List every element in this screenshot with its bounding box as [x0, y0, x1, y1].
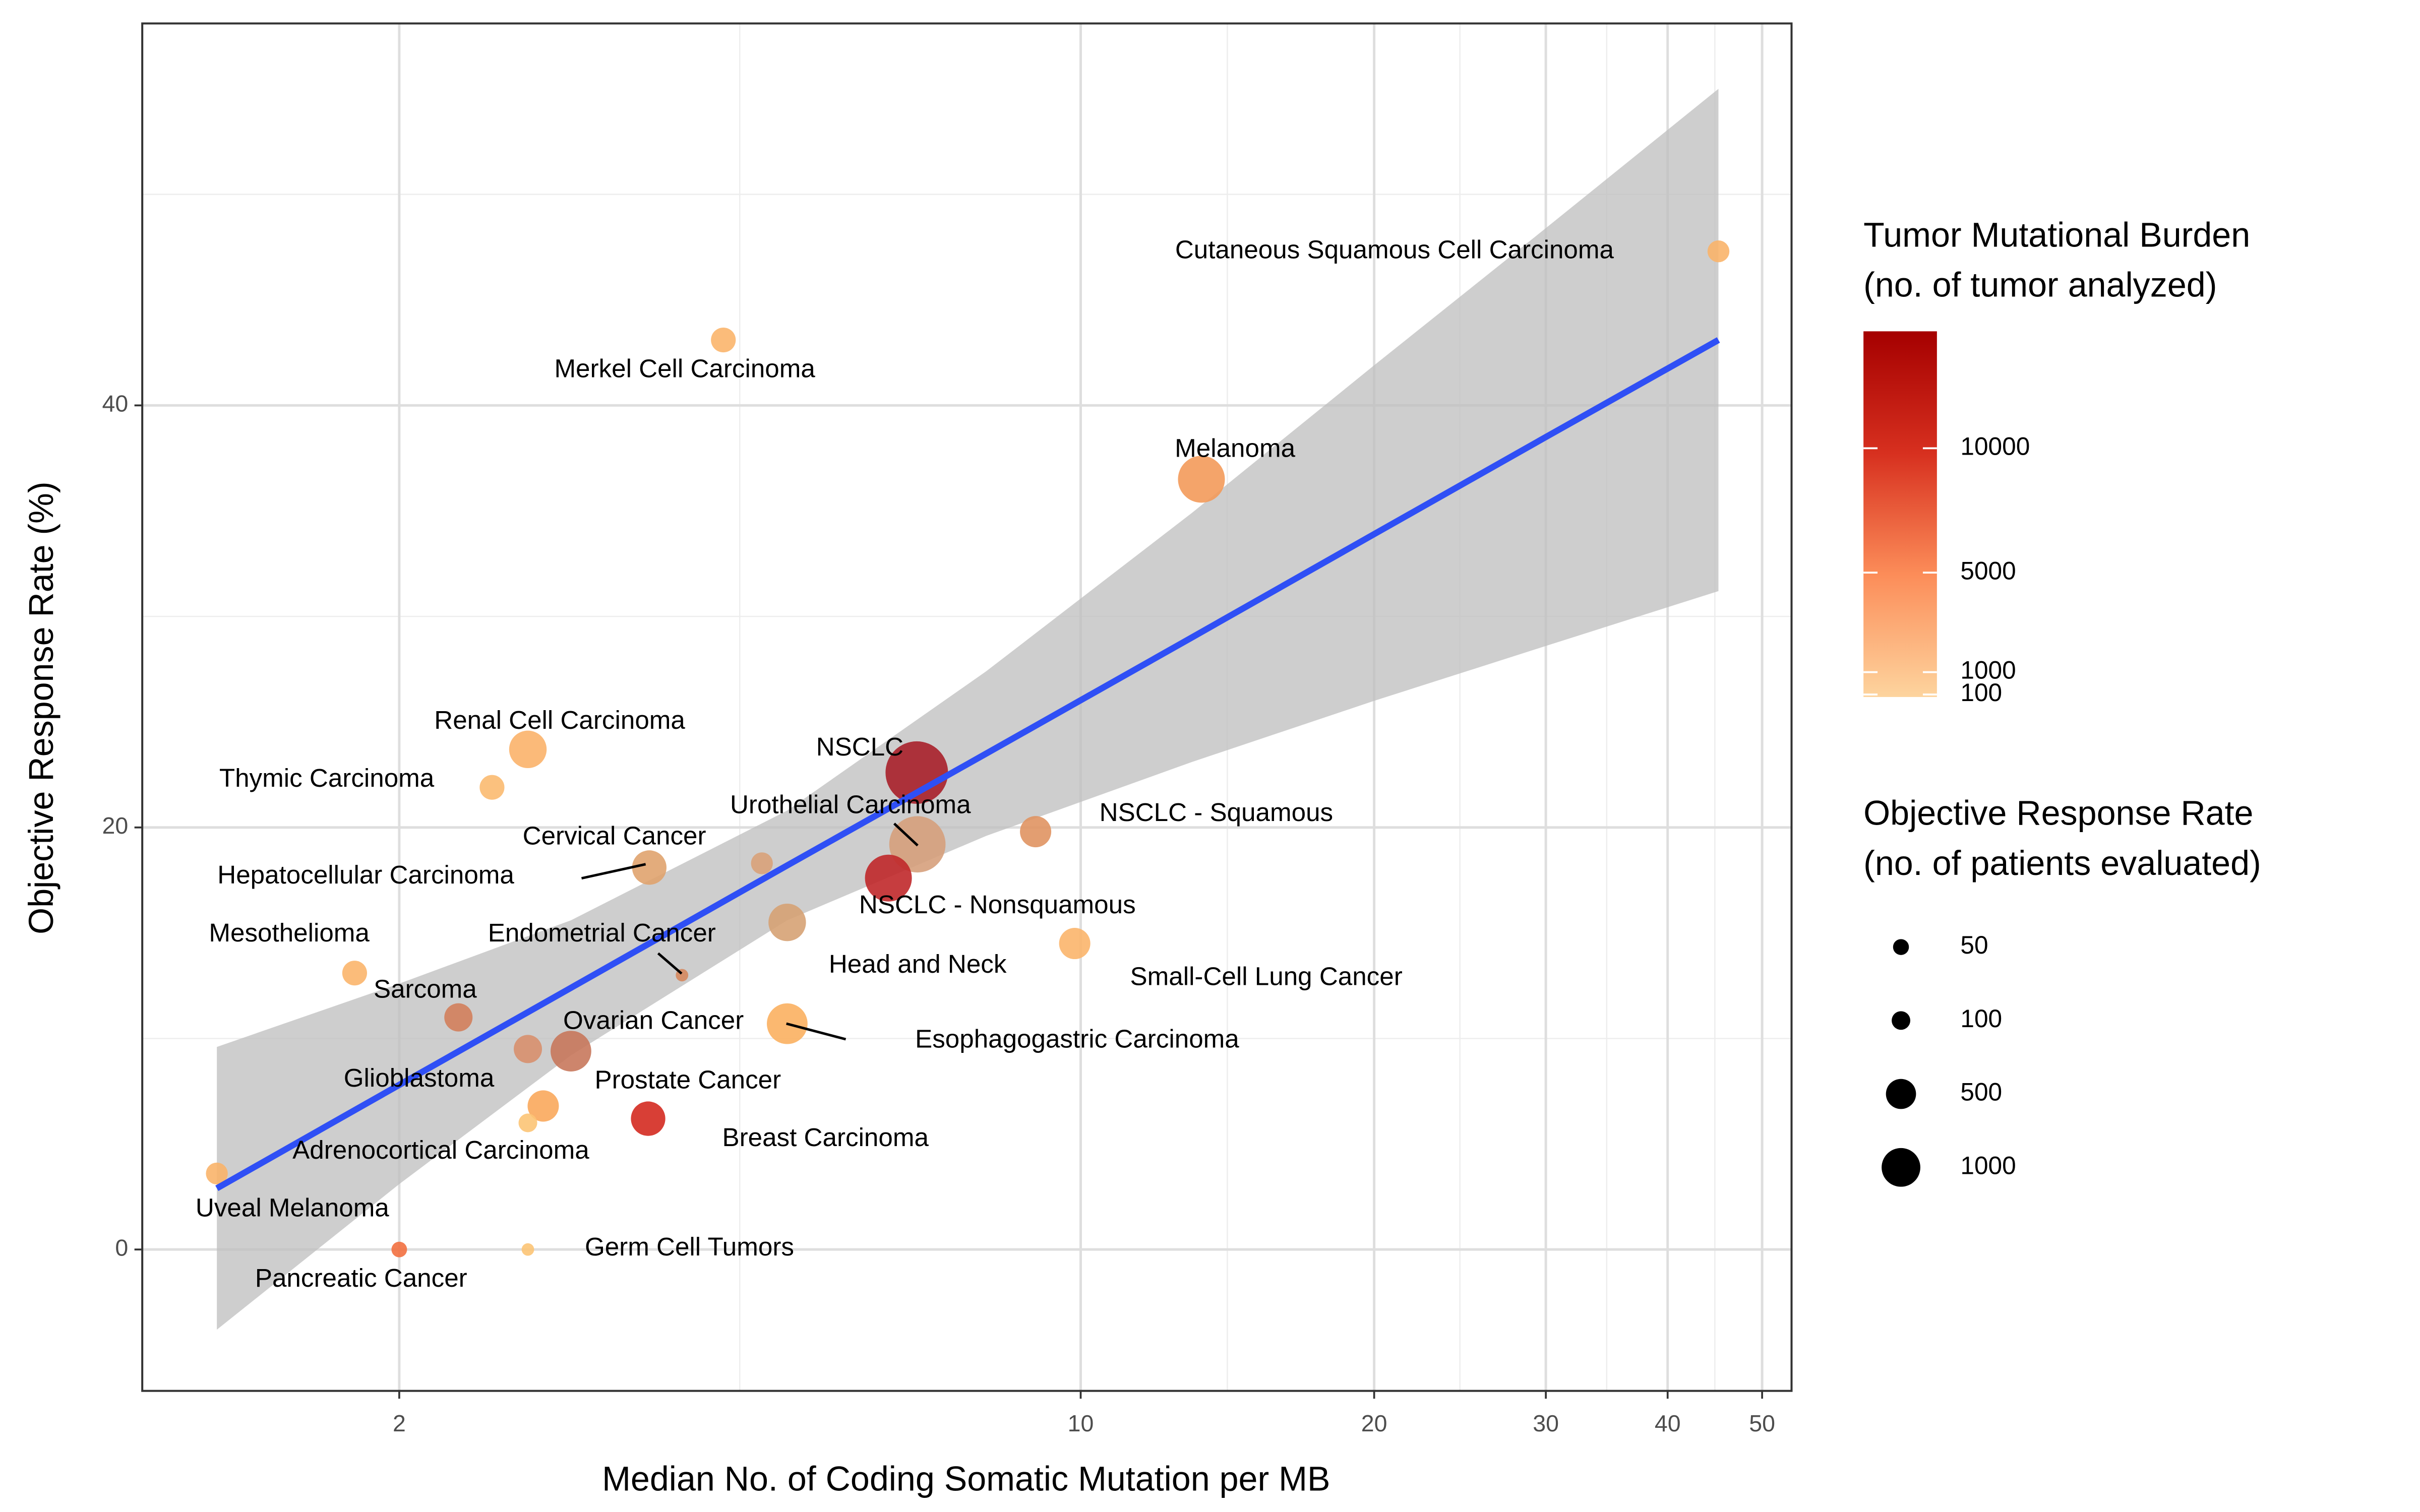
point-label: Endometrial Cancer [488, 918, 716, 947]
point-label: Small-Cell Lung Cancer [1130, 962, 1403, 991]
size-key [1892, 1011, 1910, 1030]
point-label: Cervical Cancer [523, 822, 706, 850]
size-key [1886, 1079, 1916, 1109]
point-label: Hepatocellular Carcinoma [217, 860, 514, 889]
legend-title: (no. of tumor analyzed) [1863, 266, 2217, 304]
size-key [1882, 1148, 1920, 1187]
x-axis-title: Median No. of Coding Somatic Mutation pe… [602, 1460, 1330, 1498]
data-point [711, 327, 736, 353]
data-point [631, 1101, 666, 1136]
color-bar [1863, 331, 1937, 697]
data-point [527, 1090, 559, 1122]
point-label: Melanoma [1175, 434, 1295, 463]
legend-title: Objective Response Rate [1863, 794, 2253, 833]
x-tick-label: 40 [1655, 1410, 1681, 1436]
data-point [342, 961, 368, 986]
plot-area [142, 23, 1792, 1391]
data-point [632, 850, 667, 885]
point-label: Cutaneous Squamous Cell Carcinoma [1175, 235, 1614, 264]
point-label: NSCLC - Squamous [1100, 798, 1333, 827]
point-label: Merkel Cell Carcinoma [554, 354, 815, 383]
point-label: Prostate Cancer [595, 1065, 781, 1094]
y-axis-title: Objective Response Rate (%) [22, 481, 60, 934]
point-label: NSCLC - Nonsquamous [859, 890, 1136, 919]
data-point [865, 854, 912, 902]
y-tick-label: 20 [102, 812, 129, 839]
data-point [1020, 816, 1052, 848]
data-point [1059, 928, 1091, 960]
point-label: Renal Cell Carcinoma [434, 706, 685, 734]
data-point [444, 1003, 473, 1032]
point-label: Ovarian Cancer [563, 1005, 744, 1034]
point-label: Glioblastoma [344, 1063, 495, 1092]
point-label: Adrenocortical Carcinoma [292, 1136, 589, 1164]
data-point [1707, 240, 1730, 263]
y-tick-label: 40 [102, 391, 129, 417]
x-tick-label: 20 [1361, 1410, 1387, 1436]
legend-title: Tumor Mutational Burden [1863, 216, 2250, 254]
point-label: Sarcoma [374, 974, 477, 1003]
plot-border [141, 22, 1793, 1392]
point-label: Urothelial Carcinoma [730, 790, 971, 819]
label-leader [893, 823, 919, 847]
x-tick-label: 50 [1749, 1410, 1775, 1436]
point-label: Head and Neck [829, 950, 1007, 978]
data-point [206, 1162, 228, 1185]
data-point [521, 1243, 534, 1256]
data-point [391, 1241, 407, 1257]
data-point [1178, 456, 1225, 503]
size-key [1893, 939, 1909, 955]
label-leader [581, 863, 646, 880]
label-leader [657, 952, 683, 975]
confidence-band [217, 89, 1719, 1330]
point-label: Uveal Melanoma [196, 1193, 389, 1222]
x-tick-label: 30 [1533, 1410, 1559, 1436]
trend-line [215, 337, 1720, 1191]
legend-label: 1000 [1960, 1151, 2016, 1179]
point-label: NSCLC [816, 732, 903, 761]
point-label: Thymic Carcinoma [219, 764, 435, 792]
legend-title: (no. of patients evaluated) [1863, 844, 2261, 883]
point-label: Mesothelioma [209, 918, 370, 947]
point-label: Pancreatic Cancer [255, 1264, 467, 1292]
legend-label: 500 [1960, 1078, 2002, 1106]
legend-label: 1000 [1960, 656, 2016, 684]
data-point [551, 1031, 591, 1072]
legend-label: 50 [1960, 931, 1988, 959]
data-point [768, 903, 806, 941]
data-point [479, 775, 505, 800]
legend-label: 5000 [1960, 556, 2016, 585]
x-tick-label: 10 [1068, 1410, 1094, 1436]
data-point [885, 741, 948, 804]
data-point [751, 852, 773, 874]
data-point [514, 1035, 542, 1063]
label-leader [786, 1022, 846, 1041]
y-tick-label: 0 [115, 1234, 128, 1261]
legend-label: 10000 [1960, 432, 2030, 460]
point-label: Esophagogastric Carcinoma [915, 1025, 1239, 1053]
legend-label: 100 [1960, 1004, 2002, 1033]
data-point [518, 1113, 537, 1132]
data-point [509, 730, 547, 769]
x-tick-label: 2 [393, 1410, 406, 1436]
legend-label: 100 [1960, 678, 2002, 707]
point-label: Breast Carcinoma [722, 1123, 929, 1152]
point-label: Germ Cell Tumors [585, 1232, 794, 1261]
